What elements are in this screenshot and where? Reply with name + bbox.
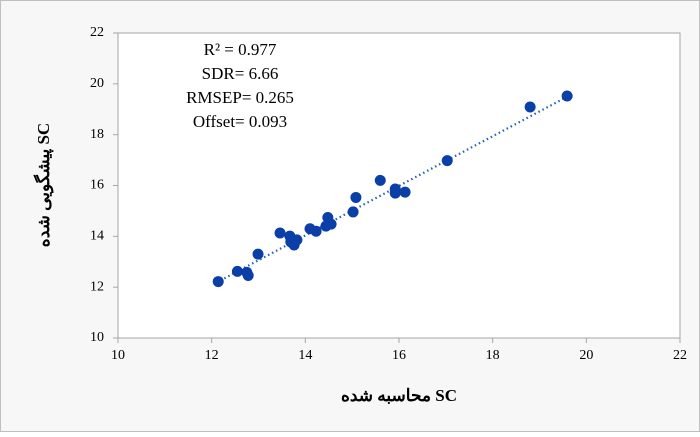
- y-tick-label: 20: [90, 76, 104, 91]
- point: [252, 248, 264, 260]
- point: [561, 90, 573, 102]
- y-tick-label: 18: [90, 127, 104, 142]
- point: [212, 276, 224, 288]
- point: [350, 191, 362, 203]
- x-tick-label: 18: [486, 348, 500, 363]
- y-tick-label: 12: [90, 279, 104, 294]
- y-tick-label: 14: [90, 229, 104, 244]
- y-tick-label: 16: [90, 178, 104, 193]
- annotation: RMSEP= 0.265: [186, 88, 294, 107]
- x-tick-label: 10: [111, 348, 125, 363]
- point: [389, 187, 401, 199]
- x-tick-label: 22: [673, 348, 687, 363]
- point: [374, 174, 386, 186]
- point: [291, 234, 303, 246]
- annotation: Offset= 0.093: [193, 112, 287, 131]
- annotation: R² = 0.977: [204, 40, 277, 59]
- y-axis-label: SC پیشگویی شده: [33, 123, 54, 247]
- x-tick-label: 14: [298, 348, 312, 363]
- x-tick-label: 16: [392, 348, 406, 363]
- x-axis-label: SC محاسبه شده: [341, 386, 457, 405]
- x-tick-label: 12: [205, 348, 219, 363]
- point: [242, 269, 254, 281]
- point: [310, 225, 322, 237]
- point: [441, 155, 453, 167]
- y-tick-label: 10: [90, 330, 104, 345]
- point: [347, 206, 359, 218]
- point: [231, 265, 243, 277]
- point: [399, 186, 411, 198]
- point: [274, 227, 286, 239]
- point: [325, 218, 337, 230]
- annotation: SDR= 6.66: [202, 64, 279, 83]
- point: [524, 101, 536, 113]
- x-tick-label: 20: [579, 348, 593, 363]
- y-tick-label: 22: [90, 25, 104, 40]
